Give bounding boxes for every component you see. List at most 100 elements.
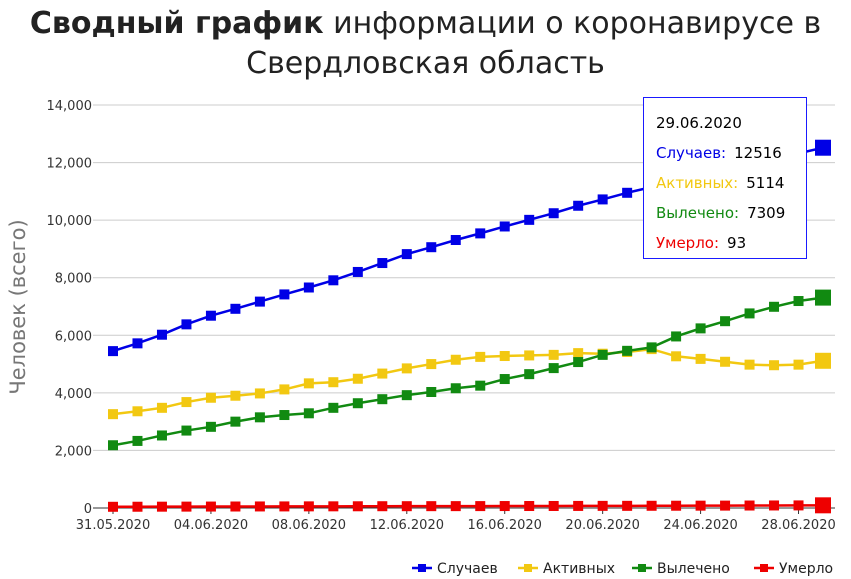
series-line-2 <box>112 296 824 447</box>
data-point <box>524 369 535 380</box>
x-tick-label: 08.06.2020 <box>272 518 346 533</box>
x-tick-label: 16.06.2020 <box>468 518 542 533</box>
data-point <box>548 349 559 360</box>
data-point <box>132 501 143 512</box>
series-line-1 <box>112 347 824 416</box>
x-tick-label: 28.06.2020 <box>761 518 835 533</box>
x-tick-label: 04.06.2020 <box>174 518 248 533</box>
data-point <box>769 301 780 312</box>
data-point <box>205 310 216 321</box>
data-point <box>695 323 706 334</box>
data-point <box>646 342 657 353</box>
tooltip-row-active: Активных: 5114 <box>656 168 794 198</box>
data-point <box>254 296 265 307</box>
data-point <box>524 350 535 361</box>
tooltip-row-cases: Случаев: 12516 <box>656 138 794 168</box>
y-tick-label: 12,000 <box>47 157 93 172</box>
y-axis-label: Человек (всего) <box>6 219 30 394</box>
chart-title-bold: Сводный график <box>29 6 324 41</box>
data-point <box>450 354 461 365</box>
data-point <box>475 228 486 239</box>
data-point <box>230 416 241 427</box>
data-point <box>230 303 241 314</box>
data-point <box>401 501 412 512</box>
legend-label: Вылечено <box>657 561 730 577</box>
data-point <box>108 440 118 451</box>
data-point <box>622 187 633 198</box>
tooltip-label-recovered: Вылечено: <box>656 204 740 222</box>
y-tick-label: 8,000 <box>55 272 92 287</box>
legend-label: Активных <box>543 561 615 577</box>
legend-marker <box>638 564 646 572</box>
data-point <box>793 359 804 370</box>
data-point <box>597 194 608 205</box>
data-point <box>573 500 584 511</box>
tooltip-date: 29.06.2020 <box>656 114 742 132</box>
chart-title-rest: информации о коронавирусе в <box>323 6 822 41</box>
data-point <box>475 380 486 391</box>
series-line-3 <box>112 504 824 509</box>
data-point <box>524 214 535 225</box>
data-point <box>205 501 216 512</box>
data-point <box>597 500 608 511</box>
data-point <box>450 235 461 246</box>
data-point <box>720 500 731 511</box>
data-point <box>303 282 314 293</box>
data-point <box>744 359 755 370</box>
tooltip-value-active: 5114 <box>746 174 785 192</box>
data-point <box>401 363 412 374</box>
data-point <box>426 359 437 370</box>
data-point <box>815 289 831 306</box>
data-point <box>401 249 412 260</box>
data-point <box>499 501 510 512</box>
tooltip-row-deaths: Умерло: 93 <box>656 228 794 258</box>
data-point <box>475 351 486 362</box>
data-point <box>328 275 339 286</box>
data-point <box>181 319 192 330</box>
data-point <box>671 351 682 362</box>
data-point <box>279 384 290 395</box>
data-point <box>597 349 608 360</box>
data-point <box>352 266 363 277</box>
data-point <box>744 308 755 319</box>
data-point <box>181 397 192 408</box>
data-point <box>303 378 314 389</box>
data-point <box>377 394 388 405</box>
y-tick-label: 0 <box>84 502 92 517</box>
legend-marker <box>760 564 768 572</box>
data-point <box>793 296 804 307</box>
data-point <box>524 501 535 512</box>
y-tick-label: 4,000 <box>55 387 92 402</box>
y-tick-label: 6,000 <box>55 329 92 344</box>
data-point <box>450 501 461 512</box>
data-point <box>426 386 437 397</box>
data-point <box>622 500 633 511</box>
data-point <box>132 338 143 349</box>
data-point <box>573 357 584 368</box>
data-point <box>548 500 559 511</box>
data-point <box>573 348 584 359</box>
data-point <box>108 501 118 512</box>
data-point <box>426 501 437 512</box>
data-point <box>377 501 388 512</box>
chart-tooltip: 29.06.2020 Случаев: 12516 Активных: 5114 В… <box>643 97 807 259</box>
tooltip-value-deaths: 93 <box>727 234 747 252</box>
chart-title: Сводный график информации о коронавирусе… <box>0 4 851 84</box>
data-point <box>769 500 780 511</box>
data-point <box>815 352 831 369</box>
tooltip-label-deaths: Умерло: <box>656 234 720 252</box>
data-point <box>695 500 706 511</box>
data-point <box>769 360 780 371</box>
data-point <box>499 221 510 232</box>
data-point <box>303 501 314 512</box>
y-tick-label: 2,000 <box>55 444 92 459</box>
data-point <box>303 408 314 419</box>
data-point <box>815 497 831 514</box>
chart-title-line2: Свердловская область <box>246 46 605 81</box>
x-tick-label: 31.05.2020 <box>76 518 150 533</box>
data-point <box>230 501 241 512</box>
data-point <box>254 412 265 423</box>
data-point <box>671 500 682 511</box>
data-point <box>352 373 363 384</box>
